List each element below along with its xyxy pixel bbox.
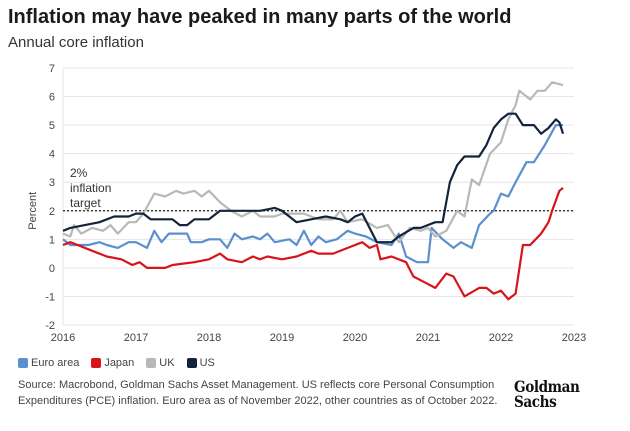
- y-tick-label: 7: [49, 63, 55, 75]
- x-tick-label: 2020: [343, 332, 367, 344]
- x-tick-label: 2016: [51, 332, 75, 344]
- chart-title: Inflation may have peaked in many parts …: [8, 6, 512, 28]
- x-tick-label: 2023: [562, 332, 586, 344]
- y-tick-label: 1: [49, 234, 55, 246]
- line-chart: -2 -1 0 1 2 3 4 5 6 7 2016 2017 2018 2019 2020 2021 2022…: [27, 63, 586, 344]
- y-tick-label: 3: [49, 177, 55, 189]
- legend-item-us: US: [186, 357, 215, 369]
- series-line-us: [62, 112, 565, 244]
- x-tick-label: 2018: [197, 332, 221, 344]
- y-tick-label: -1: [45, 291, 55, 303]
- legend-item-japan: Japan: [91, 357, 134, 369]
- goldman-sachs-logo: Goldman Sachs: [514, 377, 580, 411]
- y-tick-label: 6: [49, 92, 55, 104]
- legend-item-uk: UK: [146, 357, 175, 369]
- legend-label: UK: [159, 357, 175, 369]
- legend-item-euro: Euro area: [18, 357, 79, 369]
- series-line-uk: [62, 81, 564, 244]
- logo-line: Sachs: [514, 392, 557, 411]
- logo-line: Goldman: [514, 377, 580, 396]
- series-line-japan: [62, 187, 564, 301]
- x-tick-label: 2022: [489, 332, 513, 344]
- y-tick-label: 2: [49, 206, 55, 218]
- x-tick-label: 2019: [270, 332, 294, 344]
- chart-subtitle: Annual core inflation: [8, 34, 144, 51]
- target-annotation: 2%: [70, 166, 88, 180]
- legend-swatch: [91, 358, 102, 368]
- legend-swatch: [146, 358, 157, 368]
- source-note: Source: Macrobond, Goldman Sachs Asset M…: [18, 379, 498, 407]
- y-tick-label: 5: [49, 120, 55, 132]
- legend-label: Euro area: [31, 357, 80, 369]
- x-tick-label: 2021: [416, 332, 440, 344]
- legend-label: US: [199, 357, 215, 369]
- y-tick-label: 0: [49, 263, 55, 275]
- legend-label: Japan: [104, 357, 135, 369]
- series-line-euro-area: [62, 124, 563, 264]
- legend: Euro area Japan UK US: [18, 357, 215, 369]
- y-tick-label: 4: [49, 149, 55, 161]
- legend-swatch: [186, 358, 197, 368]
- y-tick-label: -2: [45, 320, 55, 332]
- legend-swatch: [18, 358, 28, 368]
- target-annotation: inflation: [70, 181, 111, 195]
- y-axis-label: Percent: [27, 192, 39, 230]
- target-annotation: target: [70, 196, 101, 210]
- x-tick-label: 2017: [124, 332, 148, 344]
